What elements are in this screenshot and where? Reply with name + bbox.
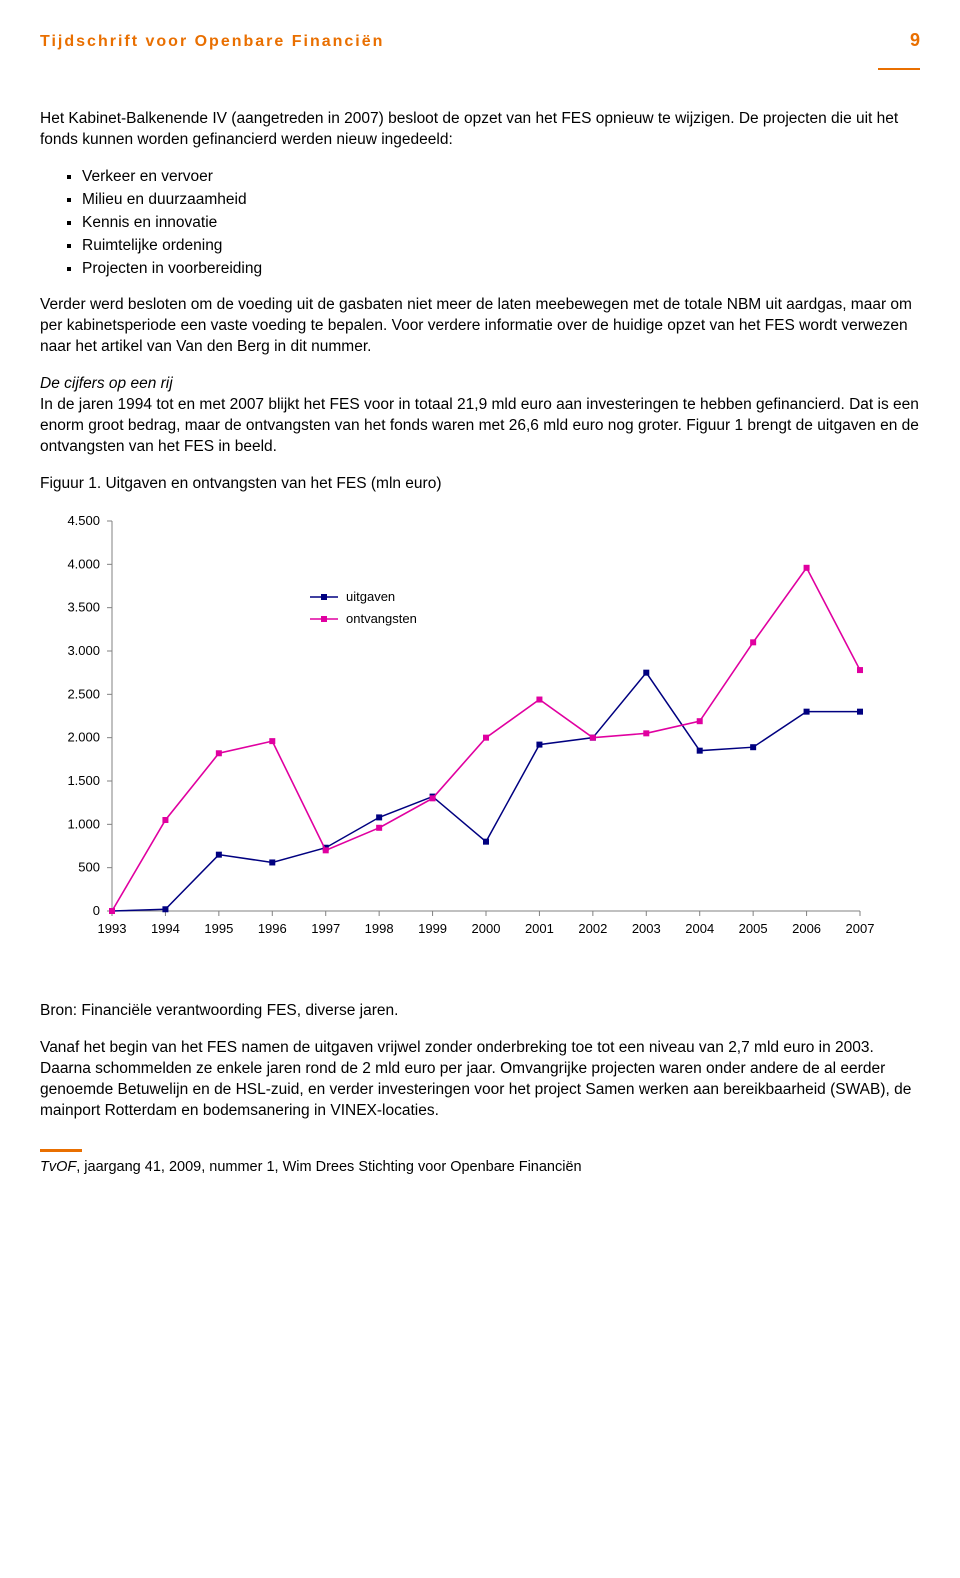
page-number: 9 [910, 30, 920, 51]
header-rule-wrap [40, 57, 920, 75]
subheading-row: De cijfers op een rij In de jaren 1994 t… [40, 374, 920, 458]
svg-text:2003: 2003 [632, 921, 661, 936]
svg-text:1998: 1998 [365, 921, 394, 936]
svg-text:2004: 2004 [685, 921, 714, 936]
paragraph-cijfers: In de jaren 1994 tot en met 2007 blijkt … [40, 396, 919, 455]
svg-text:1993: 1993 [98, 921, 127, 936]
svg-text:2.000: 2.000 [67, 729, 100, 744]
svg-text:4.000: 4.000 [67, 556, 100, 571]
svg-text:2002: 2002 [578, 921, 607, 936]
chart-svg: 0 500 1.000 1.500 2.000 2.500 3.000 3.500 4.000 4… [40, 511, 880, 971]
page-container: Tijdschrift voor Openbare Financiën 9 He… [0, 0, 960, 1218]
subheading: De cijfers op een rij [40, 375, 173, 392]
body: Het Kabinet-Balkenende IV (aangetreden i… [40, 109, 920, 1178]
header-rule [878, 68, 920, 70]
list-item: Ruimtelijke ordening [82, 236, 920, 257]
svg-text:2007: 2007 [846, 921, 875, 936]
paragraph-intro: Het Kabinet-Balkenende IV (aangetreden i… [40, 109, 920, 151]
svg-text:2006: 2006 [792, 921, 821, 936]
svg-text:1997: 1997 [311, 921, 340, 936]
journal-title: Tijdschrift voor Openbare Financiën [40, 33, 384, 51]
list-item: Kennis en innovatie [82, 213, 920, 234]
svg-text:1994: 1994 [151, 921, 180, 936]
list-item: Projecten in voorbereiding [82, 259, 920, 280]
figure-caption: Figuur 1. Uitgaven en ontvangsten van he… [40, 474, 920, 495]
svg-text:ontvangsten: ontvangsten [346, 611, 417, 626]
svg-text:2.500: 2.500 [67, 686, 100, 701]
svg-text:1996: 1996 [258, 921, 287, 936]
svg-text:3.500: 3.500 [67, 599, 100, 614]
svg-text:2000: 2000 [472, 921, 501, 936]
footer-rule [40, 1149, 82, 1152]
project-list: Verkeer en vervoer Milieu en duurzaamhei… [40, 167, 920, 280]
footer-abbrev: TvOF [40, 1159, 76, 1175]
svg-text:1999: 1999 [418, 921, 447, 936]
chart-source: Bron: Financiële verantwoording FES, div… [40, 1001, 920, 1022]
footer-rest: , jaargang 41, 2009, nummer 1, Wim Drees… [76, 1159, 581, 1175]
svg-text:1.500: 1.500 [67, 773, 100, 788]
paragraph-final: Vanaf het begin van het FES namen de uit… [40, 1038, 920, 1122]
svg-text:1995: 1995 [204, 921, 233, 936]
svg-text:1.000: 1.000 [67, 816, 100, 831]
svg-text:500: 500 [78, 859, 100, 874]
svg-text:0: 0 [93, 903, 100, 918]
svg-text:uitgaven: uitgaven [346, 589, 395, 604]
svg-text:4.500: 4.500 [67, 513, 100, 528]
chart: 0 500 1.000 1.500 2.000 2.500 3.000 3.500 4.000 4… [40, 511, 920, 971]
svg-text:2005: 2005 [739, 921, 768, 936]
list-item: Milieu en duurzaamheid [82, 190, 920, 211]
paragraph-voeding: Verder werd besloten om de voeding uit d… [40, 295, 920, 358]
svg-text:2001: 2001 [525, 921, 554, 936]
list-item: Verkeer en vervoer [82, 167, 920, 188]
header: Tijdschrift voor Openbare Financiën 9 [40, 30, 920, 51]
svg-text:3.000: 3.000 [67, 643, 100, 658]
footer: TvOF, jaargang 41, 2009, nummer 1, Wim D… [40, 1158, 920, 1178]
